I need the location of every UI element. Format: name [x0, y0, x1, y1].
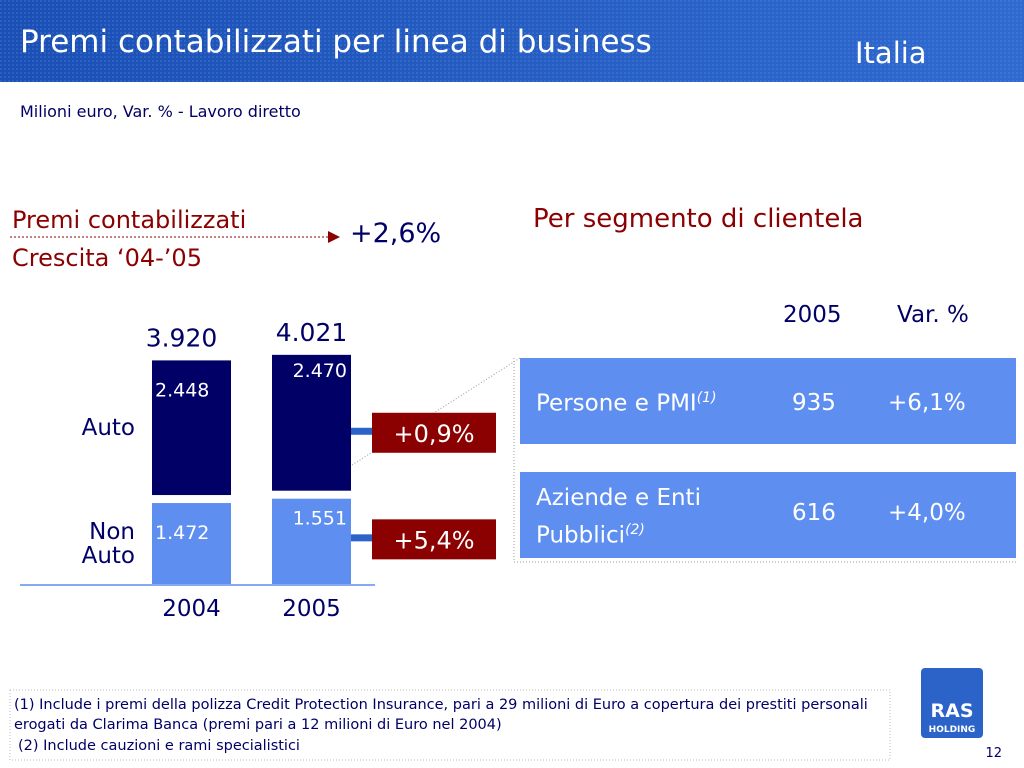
table-row: Persone e PMI(1) 935 +6,1% [520, 358, 1016, 444]
row-value: 616 [792, 500, 836, 526]
column-header: 2005 [783, 302, 842, 328]
footnote-box [9, 689, 891, 761]
chart-title: Premi contabilizzati [12, 206, 247, 234]
note: (1) [696, 390, 717, 406]
row-label: Persone e PMI(1) [536, 390, 717, 417]
bar [272, 498, 351, 584]
header-texture [0, 0, 1024, 82]
connector [351, 534, 373, 542]
x-tick-label: 2005 [282, 596, 341, 622]
bar [152, 503, 231, 584]
table-title: Per segmento di clientela [533, 204, 864, 234]
row-change: +6,1% [888, 390, 966, 416]
label: Aziende e Enti Pubblici [536, 485, 701, 549]
note: (2) [625, 522, 645, 538]
legend-label: Non Auto [81, 518, 135, 569]
table-row: Aziende e Enti Pubblici(2) 616 +4,0% [520, 472, 1016, 558]
growth-box [372, 519, 496, 560]
row-change: +4,0% [888, 500, 966, 526]
growth-box [372, 412, 496, 453]
logo-text: RAS [930, 700, 973, 722]
x-tick-label: 2004 [162, 596, 221, 622]
row-label: Aziende e Enti Pubblici(2) [536, 482, 736, 552]
connector [351, 427, 373, 435]
footnote: (1) Include i premi della polizza Credit… [14, 697, 868, 733]
value-label: 1.472 [155, 522, 209, 544]
region: Italia [855, 36, 927, 70]
growth: +2,6% [350, 218, 442, 249]
column-header: Var. % [897, 302, 969, 328]
footnote: (2) Include cauzioni e rami specialistic… [18, 738, 300, 754]
growth-label: +5,4% [393, 526, 474, 554]
value-label: 1.551 [293, 508, 347, 530]
subtitle: Milioni euro, Var. % - Lavoro diretto [20, 102, 301, 121]
total-label: 3.920 [146, 323, 218, 352]
title: Premi contabilizzati per linea di busine… [20, 24, 652, 60]
row-value: 935 [792, 390, 836, 416]
logo-sub: HOLDING [929, 725, 976, 735]
value-label: 2.448 [155, 379, 209, 401]
value-label: 2.470 [293, 360, 347, 382]
label: Persone e PMI [536, 390, 697, 417]
page-number: 12 [985, 746, 1002, 761]
arrow [328, 231, 340, 243]
total-label: 4.021 [276, 318, 348, 347]
chart-subtitle: Crescita ‘04-’05 [12, 244, 202, 272]
bar [152, 360, 231, 496]
legend-label: Auto [81, 414, 135, 441]
logo-box [921, 668, 983, 738]
bar [272, 354, 351, 491]
growth-label: +0,9% [393, 420, 474, 448]
